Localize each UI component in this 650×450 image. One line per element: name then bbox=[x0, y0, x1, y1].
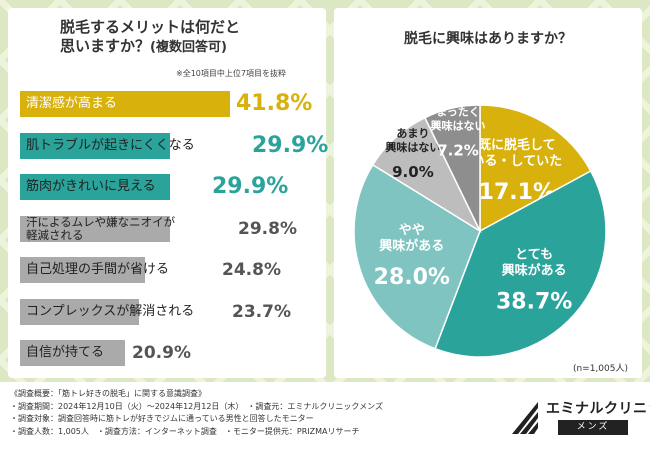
survey-line: 《調査概要：「筋トレ好きの脱毛」に関する意識調査》 bbox=[10, 389, 206, 398]
interest-panel: 脱毛に興味はありますか？ 既に脱毛して いる・していた 17.1% とても 興味がある 3… bbox=[334, 8, 642, 378]
survey-footer: 《調査概要：「筋トレ好きの脱毛」に関する意識調査》 ・調査期間：2024年12月… bbox=[0, 382, 650, 450]
bar-label: 筋肉がきれいに見える bbox=[26, 179, 156, 194]
bar-label: 肌トラブルが起きにくくなる bbox=[26, 137, 195, 153]
bar bbox=[20, 340, 125, 366]
clinic-logo: エミナルクリニック メンズ bbox=[508, 396, 650, 440]
bar-label: 自信が持てる bbox=[26, 345, 105, 360]
benefits-title-line2: 思いますか？ bbox=[60, 37, 151, 55]
bar bbox=[20, 174, 170, 200]
pie-slice-label-text: 興味がある bbox=[502, 262, 567, 278]
pie-slice-value: 28.0% bbox=[374, 265, 450, 290]
interest-donut-chart: 既に脱毛している・していた17.1%とても興味がある38.7%やや興味がある28… bbox=[353, 104, 607, 358]
clinic-logo-mark-icon bbox=[512, 402, 538, 434]
pie-slice-label-text: あまり bbox=[396, 127, 429, 140]
survey-overview: 《調査概要：「筋トレ好きの脱毛」に関する意識調査》 ・調査期間：2024年12月… bbox=[10, 388, 383, 438]
pie-slice bbox=[423, 104, 481, 232]
bar-row: 清潔感が高まる 41.8% bbox=[20, 91, 320, 117]
pie-slice bbox=[434, 169, 607, 358]
pie-slice-label-text: 興味がある bbox=[379, 238, 444, 254]
pie-slice-label-text: 興味はない bbox=[385, 140, 440, 154]
bar-value-label: 29.9% bbox=[252, 132, 329, 158]
clinic-logo-name: エミナルクリニック bbox=[546, 401, 650, 417]
sample-size: (n=1,005人) bbox=[572, 364, 628, 374]
bar-label: 自己処理の手間が省ける bbox=[26, 262, 170, 277]
bar bbox=[20, 298, 139, 325]
bar bbox=[20, 91, 230, 117]
benefits-panel: 脱毛するメリットは何だと 思いますか？(複数回答可) ※全10項目中上位7項目を… bbox=[8, 8, 328, 378]
bar-row: 筋肉がきれいに見える 29.9% bbox=[20, 174, 320, 200]
survey-line: ・調査対象：調査回答時に筋トレが好きでジムに通っている男性と回答したモニター bbox=[10, 414, 314, 423]
pie-slice-label-text: やや bbox=[399, 223, 425, 238]
bar-row: 肌トラブルが起きにくくなる 29.9% bbox=[20, 132, 328, 159]
bar-value-label: 41.8% bbox=[236, 91, 313, 116]
clinic-logo-sub: メンズ bbox=[558, 420, 628, 435]
bar-value-label: 29.8% bbox=[238, 218, 297, 239]
pie-slice-label-text: とても bbox=[515, 247, 553, 262]
pie-slice-label-text: 既に脱毛して bbox=[478, 137, 556, 153]
bar bbox=[20, 132, 170, 159]
benefits-question-title: 脱毛するメリットは何だと 思いますか？(複数回答可) bbox=[60, 18, 290, 57]
benefits-title-line1: 脱毛するメリットは何だと bbox=[60, 18, 241, 36]
survey-line: ・調査期間：2024年12月10日（火）～2024年12月12日（木） ・調査元… bbox=[10, 401, 383, 411]
bar-row: 自信が持てる 20.9% bbox=[20, 340, 320, 366]
bar bbox=[20, 215, 170, 242]
bar-row: 汗によるムレや嫌なニオイが 軽減される 29.8% bbox=[20, 214, 320, 242]
survey-line: ・調査人数：1,005人 ・調査方法：インターネット調査 ・モニター提供元：PR… bbox=[10, 426, 360, 436]
pie-slice bbox=[479, 104, 592, 233]
pie-slice-value: 7.2% bbox=[437, 141, 479, 159]
bar-label: 清潔感が高まる bbox=[26, 96, 118, 111]
bar-value-label: 23.7% bbox=[232, 301, 291, 322]
pie-slice bbox=[353, 163, 481, 350]
bar-value-label: 29.9% bbox=[212, 174, 289, 199]
pie-slice-value: 9.0% bbox=[392, 163, 434, 181]
pie-slice-label-text: いる・していた bbox=[472, 154, 563, 169]
bar-label: コンプレックスが解消される bbox=[26, 303, 195, 319]
benefits-title-sub: (複数回答可) bbox=[150, 40, 227, 55]
bar-value-label: 20.9% bbox=[132, 343, 191, 363]
pie-slice-label-text: まったく bbox=[436, 105, 480, 118]
bar-value-label: 24.8% bbox=[222, 260, 281, 280]
bar-row: 自己処理の手間が省ける 24.8% bbox=[20, 257, 320, 283]
bar-label: 汗によるムレや嫌なニオイが 軽減される bbox=[26, 214, 176, 242]
interest-question-title: 脱毛に興味はありますか？ bbox=[404, 31, 572, 47]
pie-slice-value: 38.7% bbox=[496, 289, 572, 314]
bar-row: コンプレックスが解消される 23.7% bbox=[20, 298, 320, 325]
bar bbox=[20, 257, 145, 283]
pie-slice-label-text: 興味はない bbox=[431, 118, 486, 132]
benefits-note: ※全10項目中上位7項目を抜粋 bbox=[176, 69, 286, 78]
